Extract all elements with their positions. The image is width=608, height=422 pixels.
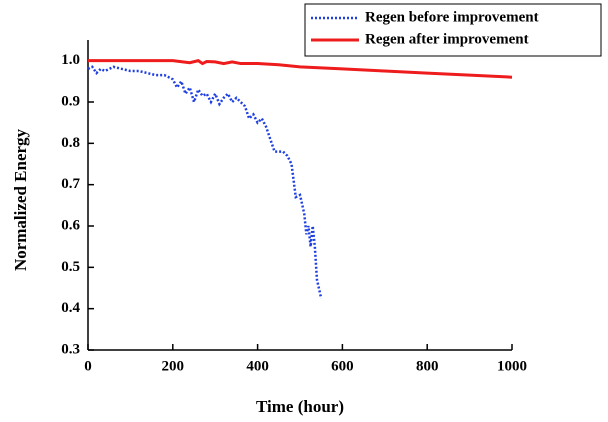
x-tick-label: 600	[331, 358, 354, 374]
y-axis-label: Normalized Energy	[11, 128, 30, 271]
y-tick-label: 0.7	[61, 176, 80, 192]
legend-label: Regen before improvement	[365, 9, 539, 25]
x-tick-label: 800	[416, 358, 439, 374]
legend-label: Regen after improvement	[365, 31, 529, 47]
x-axis-label: Time (hour)	[256, 397, 344, 416]
x-tick-label: 1000	[497, 358, 527, 374]
y-tick-label: 0.9	[61, 93, 80, 109]
y-tick-label: 1.0	[61, 52, 80, 68]
legend-box	[304, 3, 602, 57]
y-tick-label: 0.6	[61, 217, 80, 233]
line	[87, 65, 323, 299]
x-tick-label: 400	[246, 358, 269, 374]
y-tick-label: 0.4	[61, 300, 80, 316]
y-tick-label: 0.5	[61, 259, 80, 275]
y-tick-label: 0.8	[61, 135, 80, 151]
x-tick-label: 0	[84, 358, 92, 374]
y-tick-label: 0.3	[61, 341, 80, 357]
line	[88, 59, 513, 79]
x-tick-label: 200	[162, 358, 185, 374]
